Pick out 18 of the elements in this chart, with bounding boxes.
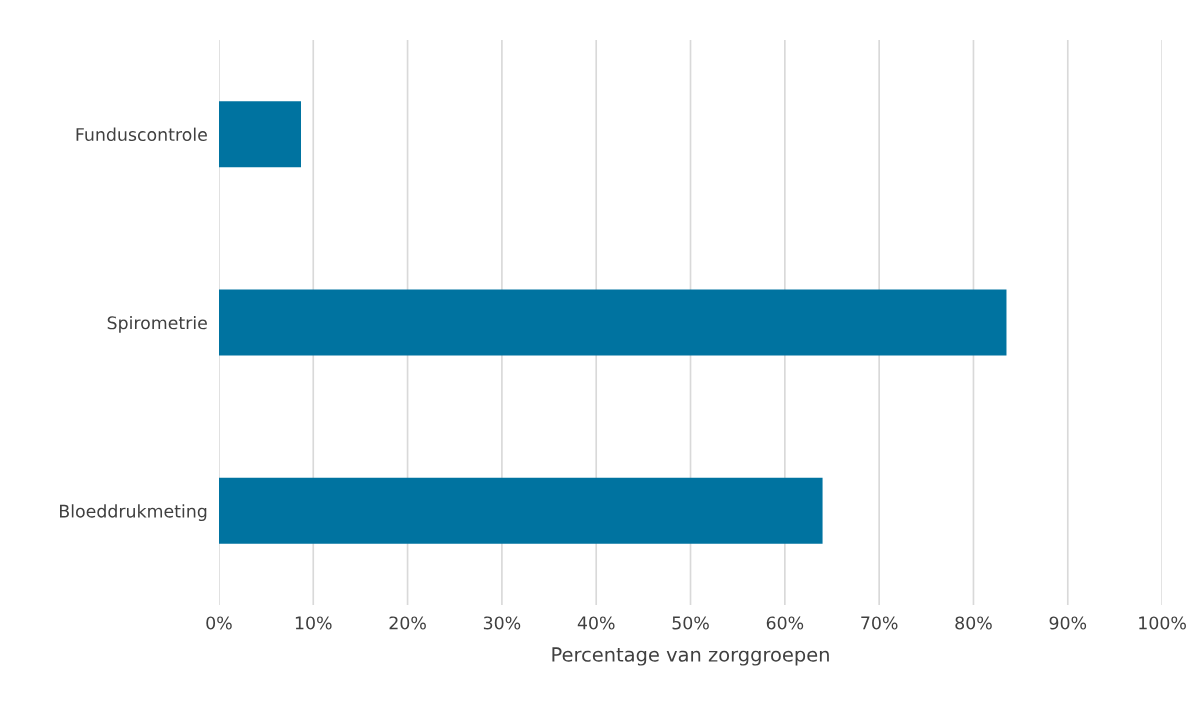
bar	[218, 477, 823, 544]
y-tick-label: Bloeddrukmeting	[60, 504, 207, 522]
x-tick-label: 40%	[577, 616, 615, 630]
x-tick-label: 0%	[206, 616, 232, 630]
x-tick-label: 20%	[389, 616, 426, 630]
bar	[218, 289, 1007, 356]
x-tick-label: 80%	[955, 616, 992, 630]
x-tick-label: 60%	[766, 616, 804, 630]
x-tick-label: 10%	[295, 616, 332, 630]
bar	[218, 101, 301, 168]
x-tick-label: 100%	[1139, 616, 1186, 630]
y-tick-label: Spirometrie	[107, 315, 207, 333]
x-axis-title: Percentage van zorggroepen	[552, 647, 829, 666]
x-tick-label: 30%	[483, 616, 521, 630]
x-tick-label: 50%	[672, 616, 709, 630]
x-tick-label: 90%	[1049, 616, 1087, 630]
x-tick-label: 70%	[861, 616, 898, 630]
y-tick-label: Funduscontrole	[76, 127, 207, 142]
